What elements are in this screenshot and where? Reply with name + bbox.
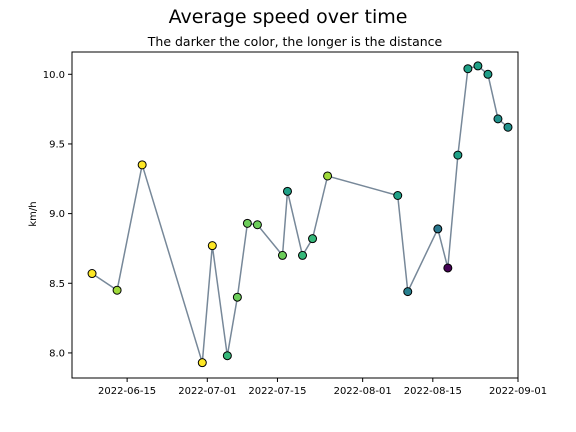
y-tick-label: 9.0 bbox=[49, 209, 65, 220]
data-point bbox=[232, 292, 242, 302]
data-point bbox=[252, 220, 262, 230]
y-axis-label: km/h bbox=[28, 201, 39, 226]
data-point bbox=[137, 160, 147, 170]
data-point bbox=[112, 285, 122, 295]
data-point bbox=[433, 224, 443, 234]
data-point bbox=[393, 190, 403, 200]
data-point bbox=[493, 114, 503, 124]
data-point bbox=[298, 250, 308, 260]
x-tick-label: 2022-08-15 bbox=[404, 386, 462, 397]
chart-title: Average speed over time bbox=[169, 6, 408, 28]
data-point bbox=[242, 218, 252, 228]
data-point bbox=[463, 64, 473, 74]
x-tick-label: 2022-07-15 bbox=[248, 386, 306, 397]
data-point bbox=[282, 186, 292, 196]
x-tick-label: 2022-07-01 bbox=[178, 386, 236, 397]
data-point bbox=[483, 69, 493, 79]
data-point bbox=[207, 241, 217, 251]
data-point bbox=[473, 61, 483, 71]
plot-area: 2022-06-15 2022-07-01 2022-07-15 2022-08-01… bbox=[43, 51, 547, 397]
chart-subtitle: The darker the color, the longer is the … bbox=[147, 34, 443, 49]
data-point bbox=[277, 250, 287, 260]
data-point bbox=[503, 122, 513, 132]
data-point bbox=[87, 269, 97, 279]
y-tick-label: 8.5 bbox=[49, 279, 65, 290]
data-point bbox=[308, 234, 318, 244]
data-point bbox=[197, 358, 207, 368]
data-point bbox=[443, 263, 453, 273]
y-tick-label: 10.0 bbox=[43, 70, 65, 81]
x-tick-label: 2022-09-01 bbox=[489, 386, 547, 397]
data-point bbox=[403, 287, 413, 297]
x-tick-label: 2022-08-01 bbox=[334, 386, 392, 397]
x-tick-label: 2022-06-15 bbox=[98, 386, 156, 397]
data-point bbox=[222, 351, 232, 361]
axes-frame bbox=[71, 51, 519, 379]
data-point bbox=[453, 150, 463, 160]
y-tick-label: 8.0 bbox=[49, 348, 65, 359]
series-line bbox=[91, 65, 509, 363]
data-point bbox=[323, 171, 333, 181]
y-tick-label: 9.5 bbox=[49, 139, 65, 150]
